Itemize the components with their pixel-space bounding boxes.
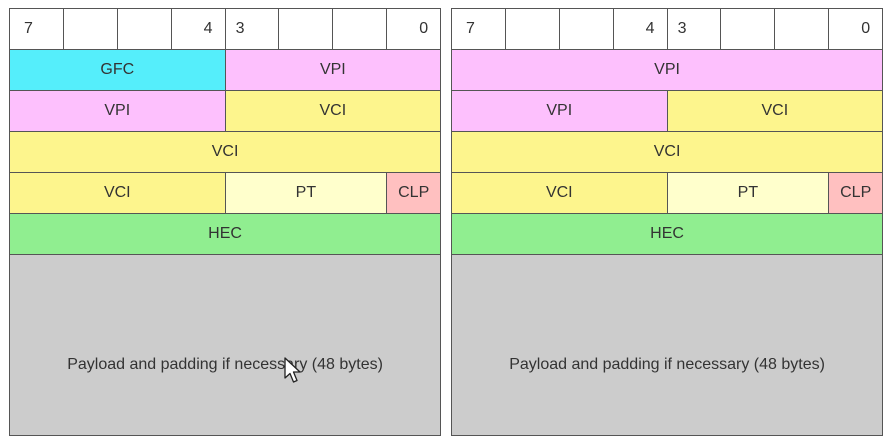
- bit-1-label: [332, 8, 388, 50]
- header-row-5: HEC: [450, 213, 884, 255]
- clp-field: CLP: [386, 172, 442, 214]
- bit-2-label: [278, 8, 334, 50]
- uni-cell-header-table: 7 4 3 0 GFC VPI VPI VCI VCI VCI PT CLP H…: [8, 8, 442, 436]
- bit-number-row: 7 4 3 0: [9, 8, 442, 50]
- bit-4-label: 4: [170, 8, 226, 50]
- bit-3-label: 3: [224, 8, 280, 50]
- bit-5-label: [116, 8, 172, 50]
- vci-field: VCI: [8, 131, 442, 173]
- vpi-field: VPI: [450, 49, 884, 91]
- vci-field: VCI: [9, 172, 226, 214]
- bit-7-label: 7: [9, 8, 64, 50]
- header-row-1: GFC VPI: [9, 49, 442, 91]
- header-row-5: HEC: [8, 213, 442, 255]
- header-row-2: VPI VCI: [9, 90, 442, 132]
- header-row-3: VCI: [8, 131, 442, 173]
- nni-cell-header-table: 7 4 3 0 VPI VPI VCI VCI VCI PT CLP HEC P…: [450, 8, 884, 436]
- bit-5-label: [558, 8, 614, 50]
- vci-field: VCI: [666, 90, 884, 132]
- mouse-pointer-icon: [284, 357, 301, 383]
- payload-field: Payload and padding if necessary (48 byt…: [450, 254, 884, 436]
- bit-0-label: 0: [386, 8, 442, 50]
- hec-field: HEC: [450, 213, 884, 255]
- payload-field: Payload and padding if necessary (48 byt…: [8, 254, 442, 436]
- payload-row: Payload and padding if necessary (48 byt…: [8, 254, 442, 436]
- bit-number-row: 7 4 3 0: [451, 8, 884, 50]
- bit-1-label: [774, 8, 830, 50]
- header-row-4: VCI PT CLP: [451, 172, 884, 214]
- bit-0-label: 0: [828, 8, 884, 50]
- vci-field: VCI: [224, 90, 442, 132]
- bit-6-label: [62, 8, 118, 50]
- gfc-field: GFC: [9, 49, 226, 91]
- bit-6-label: [504, 8, 560, 50]
- vpi-field: VPI: [451, 90, 668, 132]
- vpi-field: VPI: [9, 90, 226, 132]
- header-row-2: VPI VCI: [451, 90, 884, 132]
- payload-row: Payload and padding if necessary (48 byt…: [450, 254, 884, 436]
- pt-field: PT: [224, 172, 388, 214]
- bit-7-label: 7: [451, 8, 506, 50]
- hec-field: HEC: [8, 213, 442, 255]
- header-row-4: VCI PT CLP: [9, 172, 442, 214]
- bit-4-label: 4: [612, 8, 668, 50]
- header-row-1: VPI: [450, 49, 884, 91]
- vci-field: VCI: [450, 131, 884, 173]
- bit-2-label: [720, 8, 776, 50]
- vci-field: VCI: [451, 172, 668, 214]
- clp-field: CLP: [828, 172, 884, 214]
- header-row-3: VCI: [450, 131, 884, 173]
- vpi-field: VPI: [224, 49, 442, 91]
- pt-field: PT: [666, 172, 830, 214]
- bit-3-label: 3: [666, 8, 722, 50]
